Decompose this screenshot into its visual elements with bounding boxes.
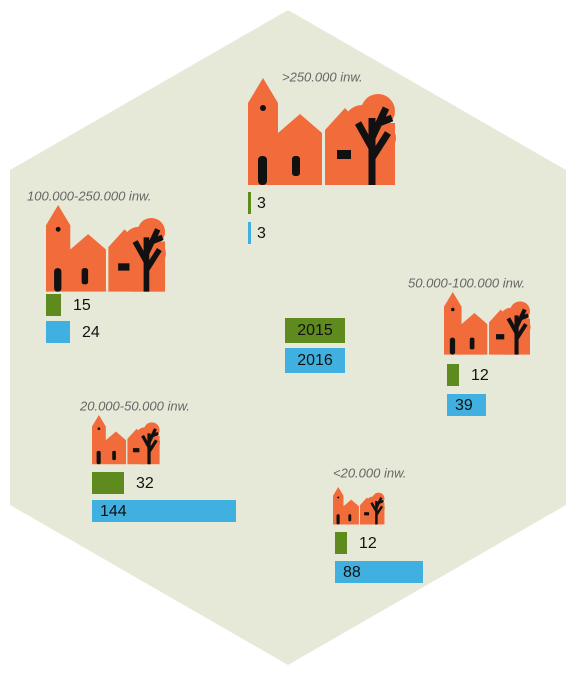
bar	[46, 321, 70, 343]
bar	[335, 532, 347, 554]
house	[127, 428, 146, 465]
house	[359, 497, 374, 525]
category-label: 20.000-50.000 inw.	[79, 398, 190, 413]
value-label: 32	[136, 475, 154, 492]
window	[97, 427, 101, 431]
house	[489, 309, 513, 355]
window	[348, 514, 352, 522]
house	[108, 229, 141, 292]
value-label: 144	[100, 503, 127, 520]
window	[118, 263, 130, 271]
window	[132, 448, 140, 453]
town-icon	[46, 205, 166, 292]
legend-swatch	[285, 348, 345, 373]
window	[260, 105, 266, 111]
town-icon	[92, 415, 161, 465]
bar	[447, 394, 486, 416]
tree-trunk	[370, 496, 384, 525]
window	[469, 337, 475, 350]
door	[54, 268, 62, 292]
tree-trunk	[506, 308, 529, 355]
value-label: 15	[73, 297, 91, 314]
tree-trunk	[354, 106, 394, 185]
house	[325, 108, 365, 185]
legend-label: 2015	[297, 322, 333, 339]
window	[55, 226, 61, 232]
window	[451, 307, 455, 312]
tree-trunk	[132, 228, 164, 292]
town-icon	[444, 292, 531, 355]
door	[449, 337, 456, 355]
window	[112, 450, 116, 461]
category-label: >250.000 inw.	[282, 69, 363, 84]
town-icon	[248, 78, 396, 185]
window	[292, 156, 300, 176]
window	[364, 512, 370, 516]
value-label: 88	[343, 564, 361, 581]
value-label: 39	[455, 397, 473, 414]
door	[336, 514, 340, 525]
window	[81, 268, 89, 285]
value-label: 12	[471, 367, 489, 384]
value-label: 24	[82, 324, 100, 341]
bar	[248, 192, 251, 214]
legend-swatch	[285, 318, 345, 343]
value-label: 12	[359, 535, 377, 552]
window	[337, 150, 351, 159]
value-label: 3	[257, 225, 266, 242]
category-label: 100.000-250.000 inw.	[27, 188, 151, 203]
value-label: 3	[257, 195, 266, 212]
bar	[335, 561, 423, 583]
tree-trunk	[141, 428, 159, 465]
category-label: 50.000-100.000 inw.	[408, 275, 525, 290]
door	[96, 450, 101, 465]
legend-label: 2016	[297, 352, 333, 369]
window	[496, 334, 505, 340]
category-label: <20.000 inw.	[333, 465, 406, 480]
town-icon	[333, 487, 385, 525]
bar	[46, 294, 61, 316]
bar	[447, 364, 459, 386]
bar	[92, 500, 236, 522]
window	[337, 496, 340, 499]
door	[258, 156, 267, 185]
bar	[92, 472, 124, 494]
bar	[248, 222, 251, 244]
